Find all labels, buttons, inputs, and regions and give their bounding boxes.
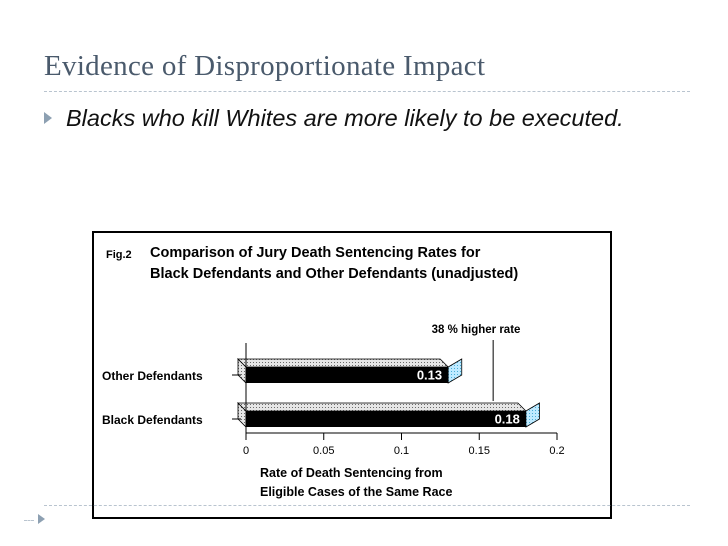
- figure-label: Fig.2: [106, 249, 132, 261]
- x-tick-label-0: 0: [243, 445, 249, 457]
- x-tick-label-1: 0.05: [313, 445, 334, 457]
- chart-figure: Fig.2 Comparison of Jury Death Sentencin…: [92, 231, 612, 519]
- x-tick-label-3: 0.15: [469, 445, 490, 457]
- category-label-1: Black Defendants: [102, 413, 203, 427]
- bar-end-face-0: [447, 358, 463, 384]
- x-tick-label-4: 0.2: [549, 445, 564, 457]
- footer-margin-divider: [24, 520, 34, 521]
- chart-title-line-2: Black Defendants and Other Defendants (u…: [150, 266, 518, 282]
- x-tick-label-2: 0.1: [394, 445, 409, 457]
- title-divider: [44, 91, 690, 92]
- bar-chart: Fig.2 Comparison of Jury Death Sentencin…: [102, 245, 565, 499]
- bullet-text: Blacks who kill Whites are more likely t…: [66, 105, 624, 131]
- footer-divider: [44, 505, 690, 506]
- bar-value-label-1: 0.18: [495, 412, 520, 427]
- triangle-arrow-icon: [38, 514, 45, 524]
- x-axis-label-line-1: Rate of Death Sentencing from: [260, 466, 443, 480]
- bar-value-label-0: 0.13: [417, 368, 442, 383]
- bar-0: [246, 367, 449, 383]
- triangle-arrow-icon: [44, 112, 52, 124]
- bar-1: [246, 411, 526, 427]
- bar-top-face-1: [237, 402, 527, 412]
- x-axis-label-line-2: Eligible Cases of the Same Race: [260, 485, 452, 499]
- category-label-0: Other Defendants: [102, 369, 203, 383]
- annotation-label: 38 % higher rate: [432, 324, 521, 336]
- plot-area: 0.13 Other Defendants 0.18 Black Defendants…: [102, 324, 565, 499]
- slide-title: Evidence of Disproportionate Impact: [44, 50, 486, 82]
- bar-top-face-0: [237, 358, 450, 368]
- bar-end-face-1: [525, 402, 540, 428]
- chart-title-line-1: Comparison of Jury Death Sentencing Rate…: [150, 245, 481, 261]
